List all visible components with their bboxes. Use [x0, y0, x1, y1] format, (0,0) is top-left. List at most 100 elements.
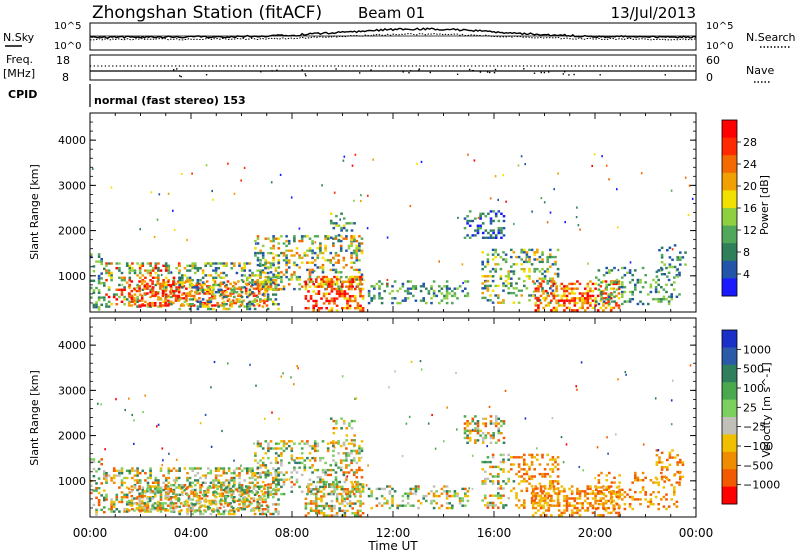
heatmap-cell — [335, 427, 338, 430]
heatmap-cell — [250, 285, 253, 288]
heatmap-cell — [576, 301, 579, 305]
heatmap-cell — [272, 279, 275, 282]
heatmap-cell — [538, 299, 542, 302]
heatmap-cell — [546, 221, 549, 224]
heatmap-cell — [613, 505, 616, 508]
heatmap-cell — [265, 304, 269, 307]
heatmap-cell — [414, 485, 418, 488]
heatmap-cell — [341, 500, 344, 503]
heatmap-cell — [269, 276, 272, 279]
heatmap-cell — [634, 288, 637, 291]
heatmap-cell — [634, 269, 637, 272]
heatmap-cell — [576, 309, 579, 312]
heatmap-cell — [212, 493, 215, 496]
heatmap-cell — [231, 301, 235, 305]
heatmap-cell — [300, 261, 304, 264]
heatmap-cell — [334, 268, 338, 272]
heatmap-cell — [673, 265, 677, 269]
heatmap-cell — [654, 481, 658, 484]
heatmap-cell — [187, 494, 191, 498]
heatmap-cell — [345, 249, 348, 252]
heatmap-cell — [214, 283, 218, 287]
heatmap-cell — [512, 270, 516, 273]
heatmap-cell — [210, 386, 212, 389]
heatmap-cell — [557, 504, 561, 507]
heatmap-cell — [345, 447, 348, 450]
heatmap-cell — [159, 496, 163, 499]
heatmap-cell — [543, 494, 547, 497]
heatmap-cell — [373, 297, 376, 300]
heatmap-cell — [136, 481, 139, 484]
y-tick-label: 2000 — [58, 225, 86, 238]
heatmap-cell — [586, 282, 590, 286]
heatmap-cell — [136, 469, 139, 472]
heatmap-cell — [263, 487, 266, 491]
heatmap-cell — [297, 367, 299, 370]
heatmap-cell — [425, 494, 428, 498]
heatmap-cell — [515, 496, 518, 500]
heatmap-cell — [422, 285, 425, 288]
heatmap-cell — [159, 285, 162, 288]
heatmap-cell — [489, 236, 493, 239]
heatmap-cell — [356, 488, 360, 491]
heatmap-cell — [618, 495, 621, 499]
heatmap-cell — [256, 281, 259, 284]
heatmap-cell — [151, 289, 154, 293]
heatmap-cell — [164, 299, 167, 302]
heatmap-cell — [259, 466, 262, 469]
heatmap-cell — [118, 469, 121, 472]
heatmap-cell — [115, 496, 119, 499]
heatmap-cell — [464, 492, 467, 495]
heatmap-cell — [657, 503, 660, 506]
heatmap-cell — [243, 505, 246, 508]
heatmap-cell — [691, 197, 694, 200]
heatmap-cell — [602, 502, 605, 505]
heatmap-cell — [453, 292, 457, 295]
heatmap-cell — [269, 298, 272, 301]
heatmap-cell — [662, 486, 666, 489]
heatmap-cell — [149, 291, 152, 294]
heatmap-cell — [317, 275, 321, 279]
heatmap-cell — [280, 275, 283, 279]
heatmap-cell — [542, 504, 545, 507]
heatmap-cell — [350, 419, 354, 423]
heatmap-cell — [170, 496, 173, 499]
heatmap-cell — [578, 502, 582, 505]
heatmap-cell — [179, 509, 183, 512]
heatmap-cell — [396, 504, 399, 507]
heatmap-cell — [621, 493, 624, 496]
heatmap-cell — [533, 258, 536, 261]
heatmap-cell — [322, 283, 324, 286]
heatmap-cell — [238, 305, 241, 308]
heatmap-cell — [492, 236, 495, 239]
heatmap-cell — [133, 297, 136, 300]
heatmap-cell — [185, 504, 188, 507]
heatmap-cell — [251, 291, 254, 294]
heatmap-cell — [602, 289, 605, 293]
heatmap-cell — [600, 491, 603, 494]
colorbar-tick-label: 28 — [743, 136, 757, 149]
heatmap-cell — [358, 259, 361, 262]
heatmap-cell — [510, 463, 513, 466]
heatmap-cell — [512, 251, 516, 254]
heatmap-cell — [602, 292, 605, 295]
heatmap-cell — [166, 294, 170, 298]
heatmap-cell — [609, 485, 613, 488]
heatmap-cell — [178, 269, 181, 272]
heatmap-cell — [484, 477, 487, 481]
heatmap-cell — [167, 279, 171, 282]
heatmap-cell — [546, 282, 549, 285]
heatmap-cell — [290, 278, 294, 281]
heatmap-cell — [313, 444, 317, 448]
heatmap-cell — [103, 475, 106, 478]
heatmap-cell — [212, 293, 215, 296]
heatmap-cell — [151, 267, 155, 270]
heatmap-cell — [332, 242, 335, 245]
heatmap-cell — [543, 201, 546, 204]
heatmap-cell — [670, 189, 673, 192]
heatmap-cell — [90, 286, 93, 290]
heatmap-cell — [201, 276, 205, 279]
heatmap-cell — [591, 299, 595, 302]
heatmap-cell — [339, 287, 343, 291]
